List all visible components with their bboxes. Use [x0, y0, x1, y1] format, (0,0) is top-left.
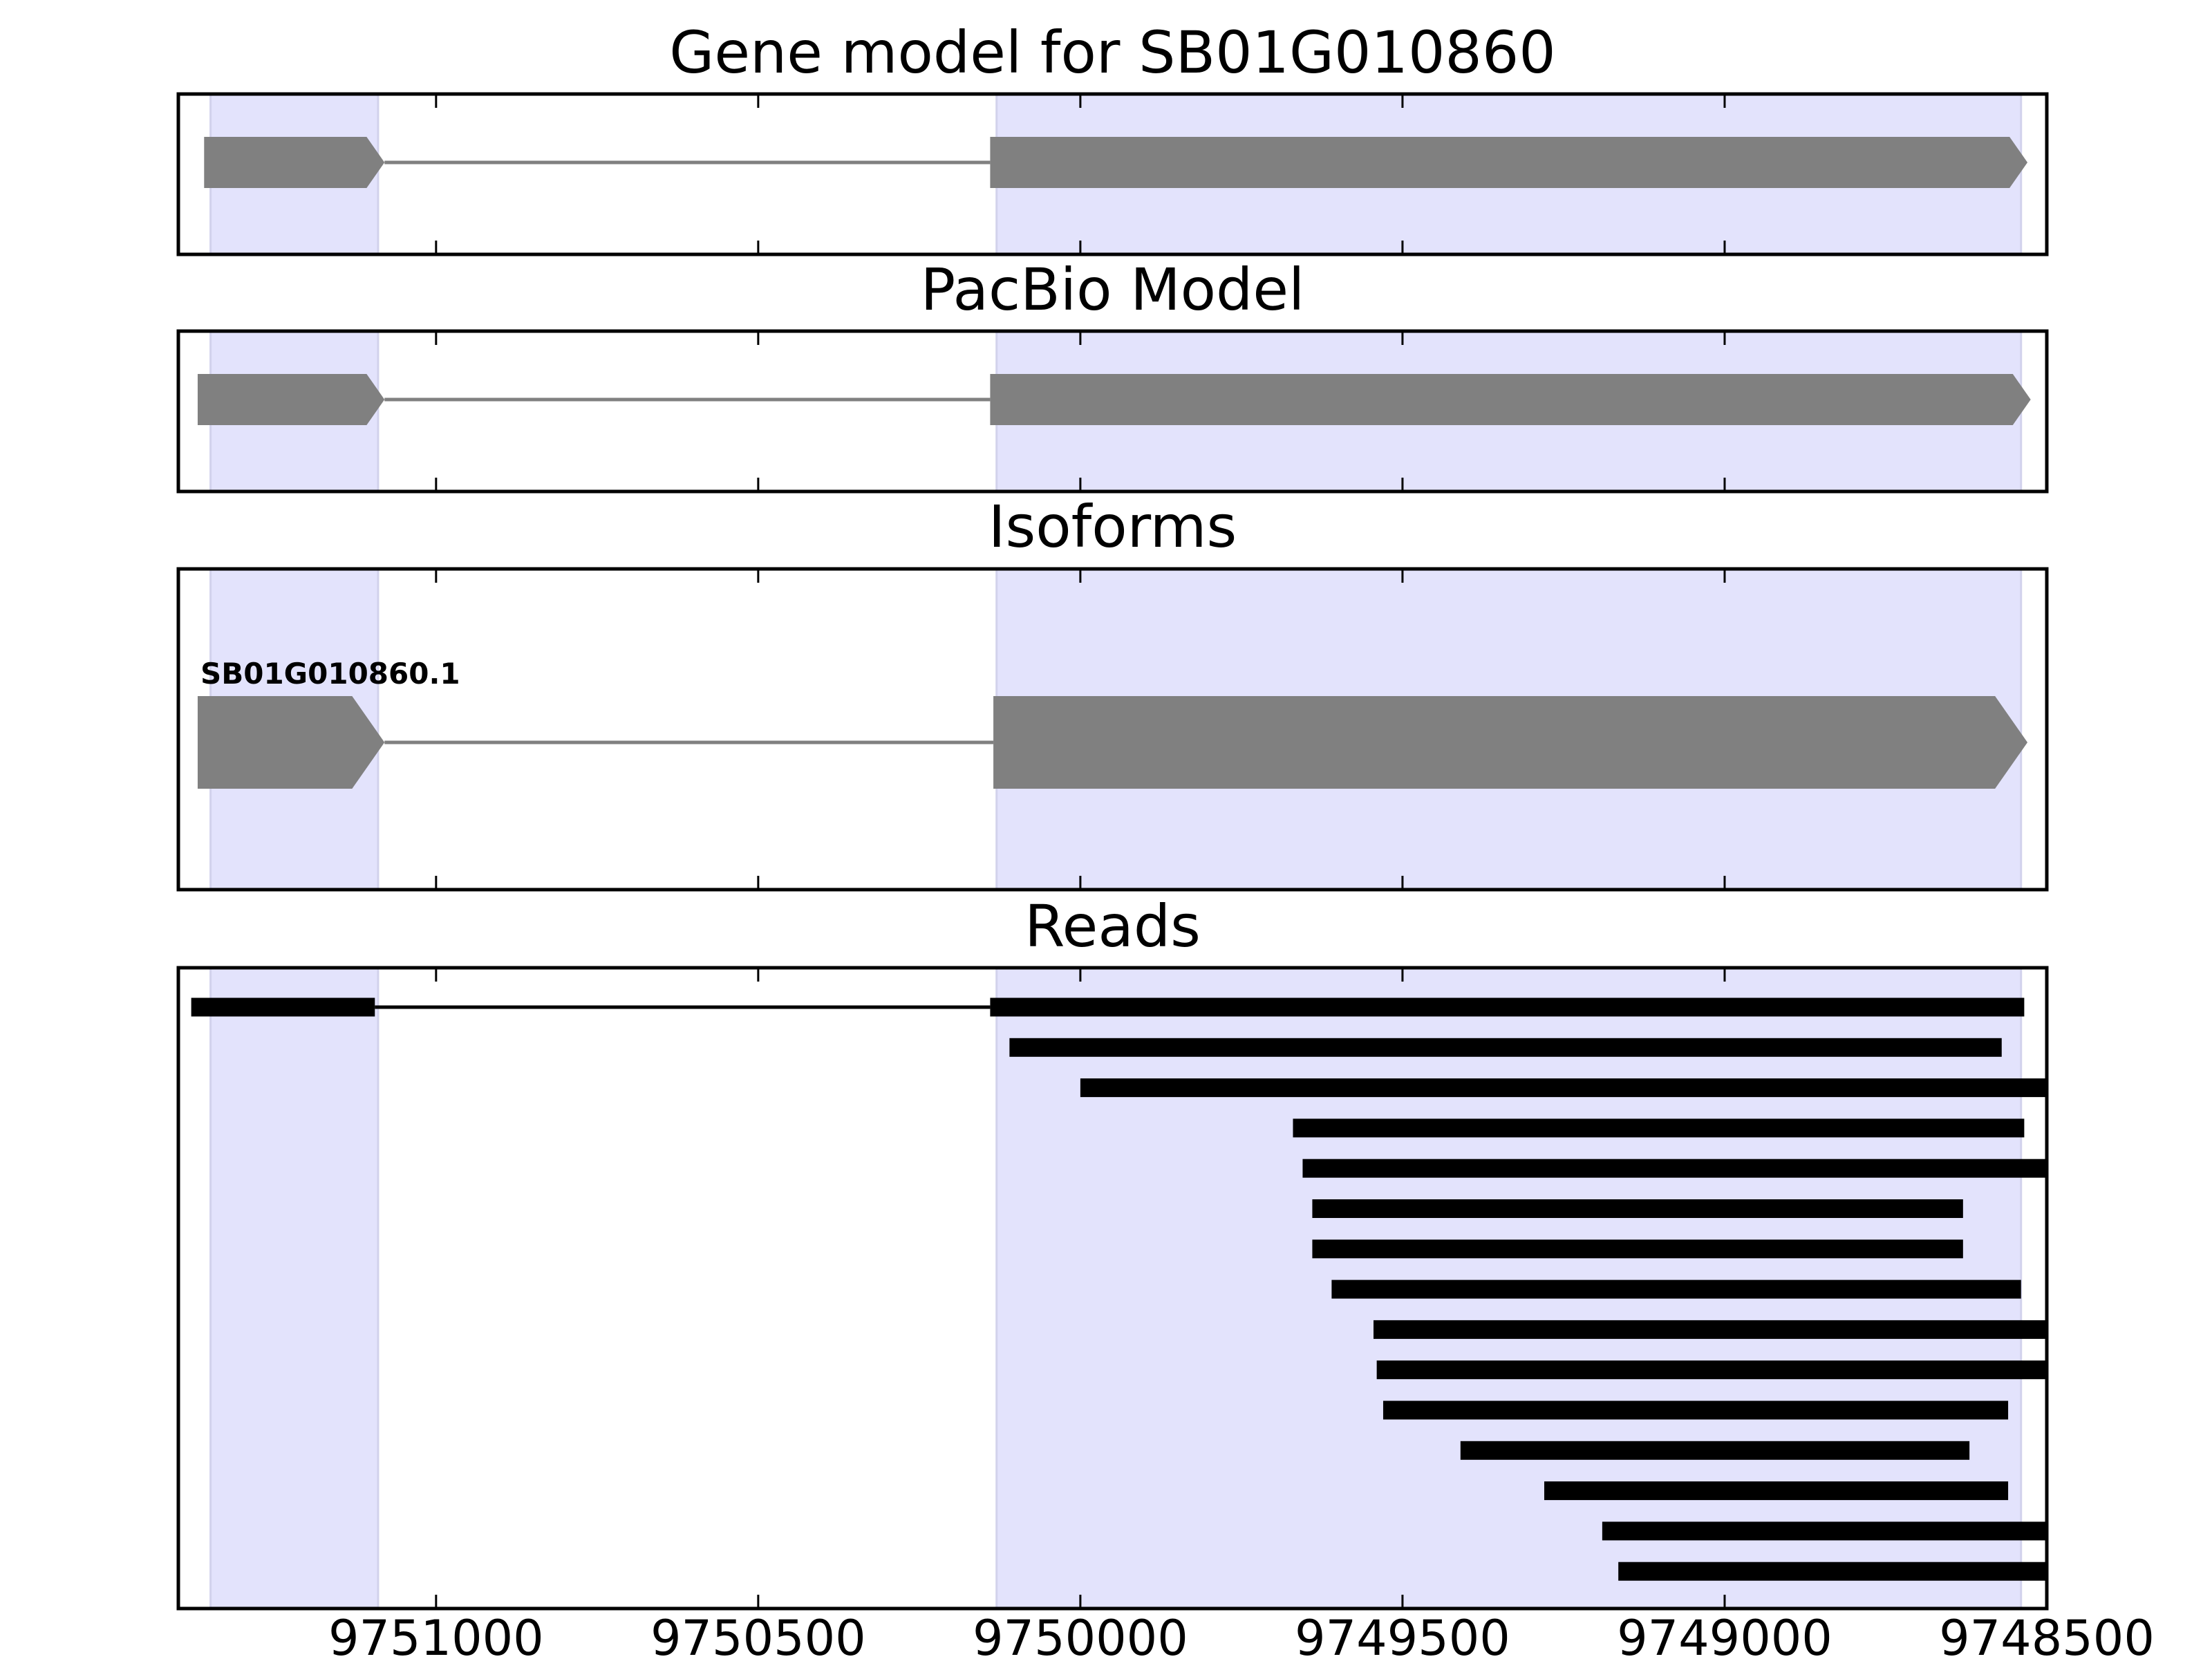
panel-title: Reads — [1024, 892, 1201, 960]
exon-block — [993, 696, 2028, 789]
x-tick-label: 9751000 — [328, 1610, 544, 1659]
panel-2: PacBio Model — [176, 256, 2049, 494]
exon-block — [204, 137, 385, 188]
exon-block — [990, 374, 2031, 425]
read-segment — [1602, 1521, 2045, 1541]
read-segment — [1312, 1239, 1963, 1259]
read — [1373, 1320, 2045, 1339]
isoform-label: SB01G010860.1 — [200, 657, 460, 691]
read — [1009, 1038, 2002, 1057]
read-segment — [1009, 1038, 2002, 1057]
read — [1312, 1199, 1963, 1218]
panel-title: PacBio Model — [921, 256, 1305, 324]
read-segment — [1312, 1199, 1963, 1218]
axes-frame — [176, 966, 2049, 1611]
read — [1602, 1521, 2045, 1541]
exon-block — [197, 374, 385, 425]
panels-layer: Gene model for SB01G010860 PacBio Model Is… — [176, 19, 2049, 1611]
read-segment — [1080, 1078, 2045, 1098]
read-segment — [1373, 1320, 2045, 1339]
x-tick-label: 9750500 — [650, 1610, 866, 1659]
panel-3: Isoforms SB01G010860.1 — [176, 493, 2049, 892]
x-tick-label: 9749000 — [1617, 1610, 1833, 1659]
read — [1331, 1280, 2021, 1299]
panel-4: Reads — [176, 892, 2049, 1611]
read — [1544, 1481, 2009, 1501]
panel-title: Gene model for SB01G010860 — [669, 19, 1555, 86]
panel-1: Gene model for SB01G010860 — [176, 19, 2049, 256]
read-segment — [191, 997, 375, 1017]
axes-frame — [176, 567, 2049, 892]
read-segment — [1460, 1441, 1970, 1460]
read-segment — [1302, 1159, 2045, 1178]
read — [1460, 1441, 1970, 1460]
read-segment — [1544, 1481, 2009, 1501]
x-tick-label: 9750000 — [973, 1610, 1188, 1659]
read-segment — [1382, 1400, 2009, 1420]
axes-frame — [176, 92, 2049, 256]
exon-highlight-region — [209, 966, 379, 1610]
read — [1080, 1078, 2045, 1098]
axes-frame — [176, 329, 2049, 494]
x-tick-label: 9749500 — [1295, 1610, 1510, 1659]
read-segment — [990, 997, 2025, 1017]
read — [1302, 1159, 2045, 1178]
x-tick-label: 9748500 — [1939, 1610, 2155, 1659]
read — [1293, 1118, 2025, 1138]
read — [1312, 1239, 1963, 1259]
read-segment — [1618, 1562, 2045, 1581]
exon-block — [990, 137, 2028, 188]
x-tick-labels: 9751000 9750500 9750000 9749500 9749000 97485… — [328, 1610, 2155, 1659]
panel-title: Isoforms — [988, 493, 1237, 561]
read-segment — [1293, 1118, 2025, 1138]
exon-block — [197, 696, 385, 789]
gene-feature: SB01G010860.1 — [197, 657, 2028, 789]
read — [1376, 1360, 2045, 1380]
read — [191, 997, 2025, 1017]
read — [1382, 1400, 2009, 1420]
read — [1618, 1562, 2045, 1581]
gene-feature — [204, 137, 2028, 188]
read-segment — [1376, 1360, 2045, 1380]
read-segment — [1331, 1280, 2021, 1299]
gene-feature — [197, 374, 2031, 425]
